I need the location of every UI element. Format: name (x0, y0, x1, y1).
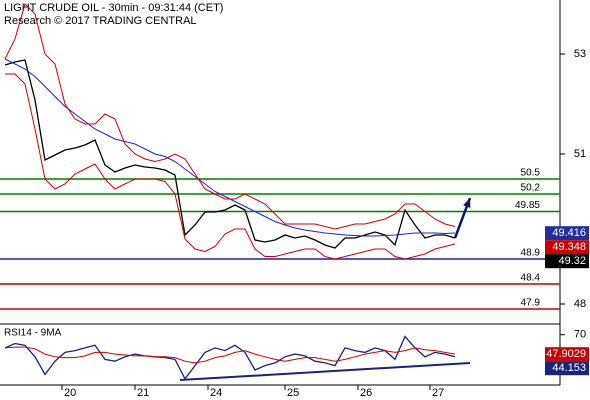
x-tick-label: 20 (64, 387, 76, 399)
value-box (545, 240, 589, 255)
arrow-head (463, 198, 471, 208)
x-tick-label: 24 (210, 387, 222, 399)
y-tick-label: 48 (574, 298, 586, 310)
value-box (545, 361, 589, 376)
level-label: 48.4 (521, 273, 541, 284)
value-box-label: 49.416 (552, 227, 586, 239)
value-box (545, 226, 589, 241)
value-box-label: 47.9029 (546, 348, 586, 360)
chart-subtitle: Research © 2017 TRADING CENTRAL (4, 15, 197, 27)
value-box (545, 347, 589, 362)
series-line (4, 58, 456, 237)
value-box-label: 49.348 (552, 241, 586, 253)
series-line (5, 73, 456, 260)
series-line (4, 3, 456, 230)
level-label: 50.2 (521, 183, 541, 194)
value-box-label: 49.32 (558, 255, 586, 267)
rsi-title: RSI14 - 9MA (4, 328, 62, 339)
x-tick-label: 21 (137, 387, 149, 399)
level-label: 48.9 (521, 248, 541, 259)
y-tick-label: 51 (574, 148, 586, 160)
series-line (4, 346, 456, 364)
level-label: 47.9 (521, 298, 541, 309)
series-line (4, 59, 456, 249)
series-line (4, 335, 456, 381)
x-tick-label: 27 (432, 387, 444, 399)
x-tick-label: 25 (287, 387, 299, 399)
y-tick-label: 53 (574, 48, 586, 60)
level-label: 49.85 (515, 200, 540, 211)
trend-line (179, 361, 471, 382)
x-tick-label: 26 (360, 387, 372, 399)
chart-title: LIGHT CRUDE OIL - 30min - 09:31:44 (CET) (4, 2, 223, 14)
value-box-label: 44.153 (552, 362, 586, 374)
value-box (545, 254, 589, 269)
level-label: 50.5 (521, 168, 541, 179)
y-tick-label: 70 (574, 329, 586, 341)
